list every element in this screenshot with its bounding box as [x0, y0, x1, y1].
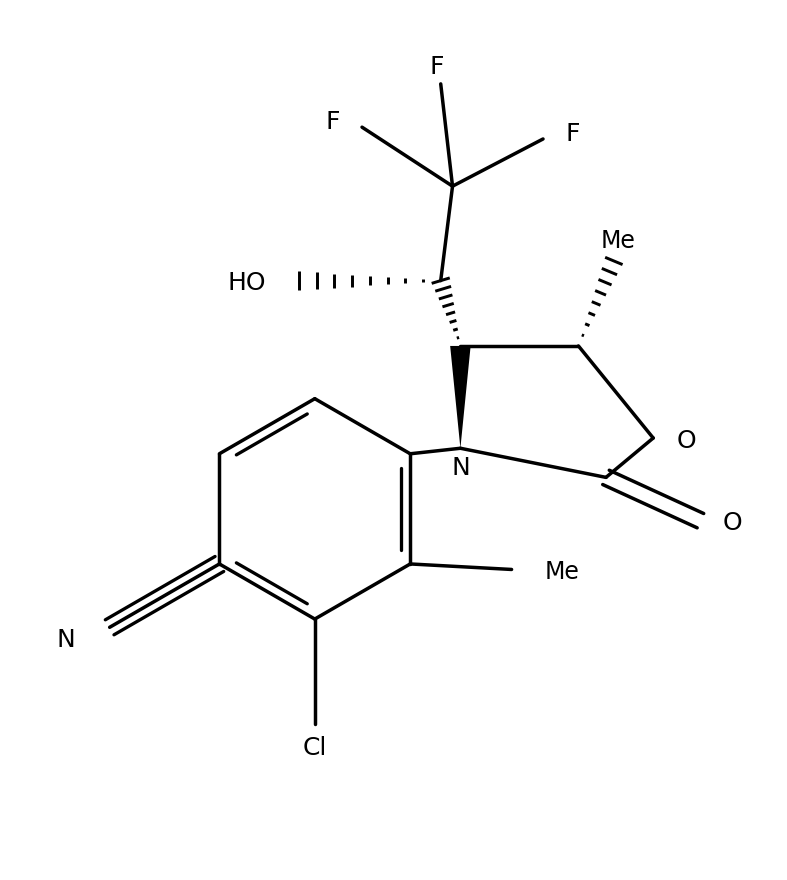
- Text: Cl: Cl: [303, 737, 327, 760]
- Text: O: O: [722, 511, 742, 535]
- Text: F: F: [430, 55, 444, 78]
- Text: Me: Me: [600, 230, 635, 253]
- Text: Me: Me: [545, 560, 579, 584]
- Text: N: N: [451, 456, 470, 480]
- Text: HO: HO: [227, 271, 266, 295]
- Text: O: O: [677, 429, 696, 452]
- Text: N: N: [57, 627, 76, 652]
- Text: F: F: [565, 121, 579, 145]
- Polygon shape: [450, 346, 471, 448]
- Text: F: F: [326, 110, 340, 134]
